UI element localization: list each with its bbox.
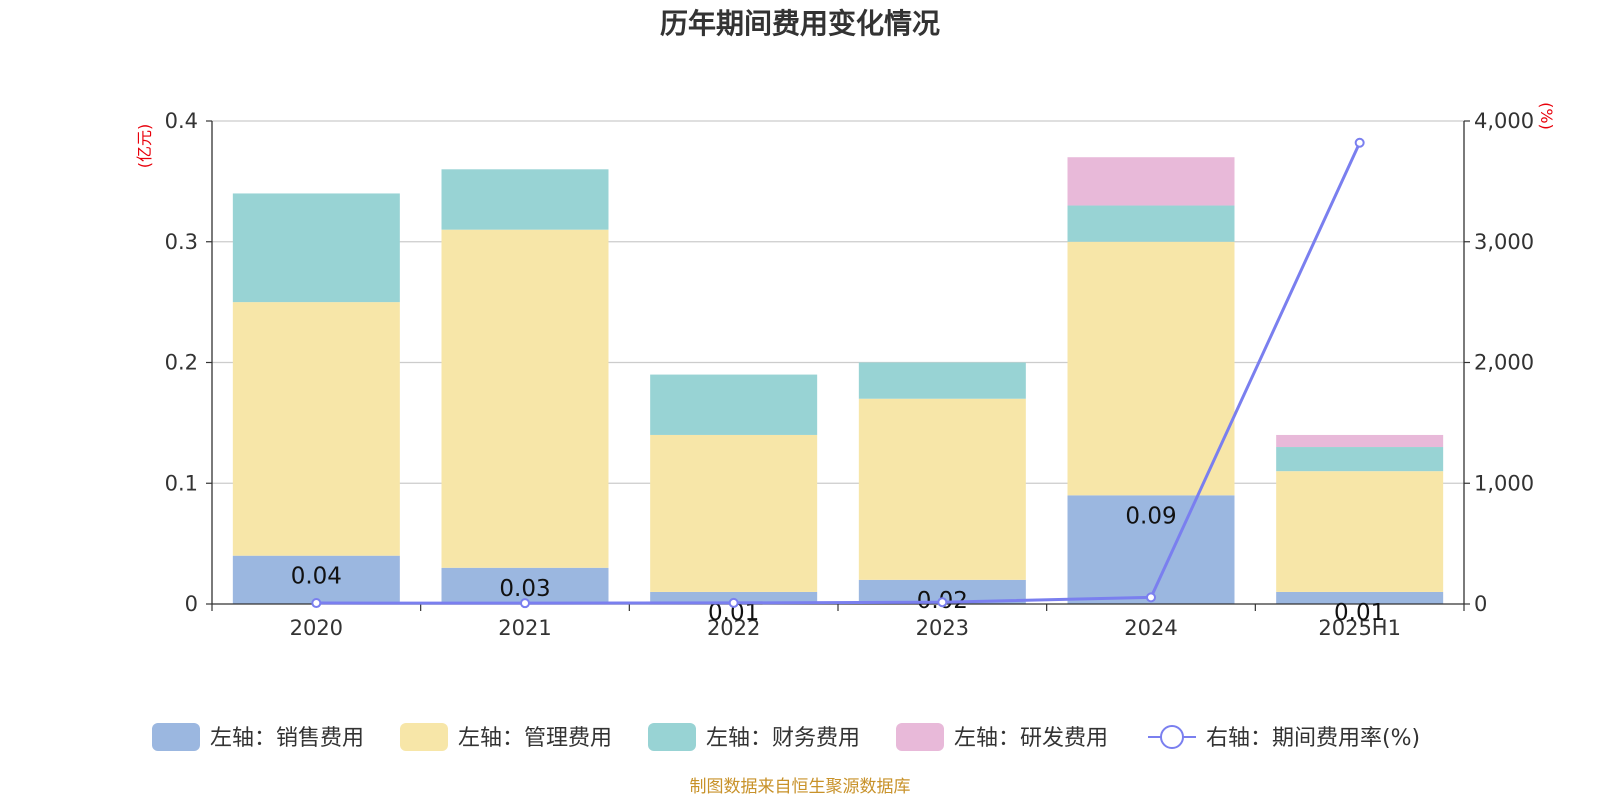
bar-layer [232, 157, 1444, 604]
legend-label: 左轴：管理费用 [458, 726, 612, 751]
bar-segment [1067, 157, 1235, 206]
bar-segment [858, 362, 1026, 399]
rate-point [728, 597, 739, 608]
right-tick-label: 3,000 [1474, 230, 1534, 254]
legend-marker-icon [1160, 725, 1184, 749]
right-tick-label: 1,000 [1474, 471, 1534, 495]
bar-segment [441, 229, 609, 568]
legend: 左轴：销售费用 左轴：管理费用 左轴：财务费用 左轴：研发费用 右轴：期间费用率(%) [152, 723, 1420, 751]
legend-label: 左轴：财务费用 [706, 726, 860, 751]
rate-point [1354, 137, 1365, 148]
bar-segment [1067, 205, 1235, 242]
bar-segment [858, 398, 1026, 580]
bar-segment [1276, 471, 1444, 592]
left-tick-label: 0.4 [165, 109, 198, 133]
rate-point [520, 598, 530, 609]
axes: 0 0 0.1 1,000 0.2 2,000 0.3 3,000 0.4 4,000 2020 20… [165, 109, 1535, 640]
line-layer [311, 137, 1365, 609]
x-tick-label: 2022 [707, 616, 760, 640]
rate-point [311, 598, 322, 609]
legend-swatch [152, 723, 200, 751]
rate-point [1146, 592, 1156, 603]
x-tick-label: 2020 [290, 616, 343, 640]
chart-title: 历年期间费用变化情况 [660, 7, 940, 40]
source-note: 制图数据来自恒生聚源数据库 [690, 777, 911, 797]
x-tick-label: 2025H1 [1318, 616, 1401, 640]
x-tick-label: 2024 [1124, 616, 1177, 640]
x-tick-label: 2023 [916, 616, 969, 640]
legend-label: 左轴：研发费用 [954, 726, 1108, 751]
right-tick-label: 0 [1474, 592, 1487, 616]
rate-line [316, 142, 1362, 605]
data-label: 0.09 [1125, 503, 1176, 529]
bar-segment [441, 169, 609, 230]
bar-segment [232, 302, 400, 556]
bar-segment [232, 555, 400, 604]
bar-segment [1067, 241, 1235, 496]
bar-segment [650, 434, 818, 592]
right-axis-unit: (%) [1537, 102, 1556, 130]
legend-label: 右轴：期间费用率(%) [1206, 726, 1420, 751]
data-label: 0.03 [499, 576, 550, 602]
left-tick-label: 0 [185, 592, 198, 616]
data-label: 0.04 [291, 564, 342, 590]
legend-swatch [648, 723, 696, 751]
legend-swatch [400, 723, 448, 751]
bar-segment [232, 193, 400, 303]
bar-segment [441, 567, 609, 604]
bar-segment [1067, 495, 1235, 604]
left-tick-label: 0.1 [165, 471, 198, 495]
bar-segment [1276, 434, 1444, 448]
left-tick-label: 0.2 [165, 351, 198, 375]
bar-segment [650, 374, 818, 435]
right-tick-label: 4,000 [1474, 109, 1534, 133]
bar-segment [1276, 447, 1444, 472]
x-tick-label: 2021 [498, 616, 551, 640]
bar-segment [1276, 591, 1444, 604]
data-label: 0.01 [1334, 600, 1385, 626]
rate-point [937, 597, 948, 608]
left-axis-unit: (亿元) [135, 124, 154, 169]
legend-label: 左轴：销售费用 [210, 726, 364, 751]
legend-swatch [896, 723, 944, 751]
right-tick-label: 2,000 [1474, 351, 1534, 375]
grid-lines [212, 120, 1464, 484]
left-tick-label: 0.3 [165, 230, 198, 254]
